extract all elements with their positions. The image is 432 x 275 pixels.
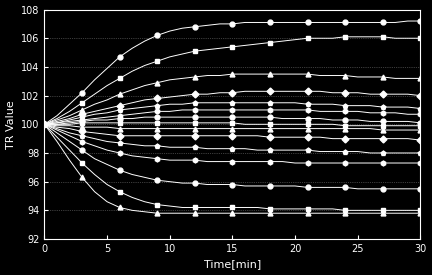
Y-axis label: TR Value: TR Value [6, 100, 16, 149]
X-axis label: Time[min]: Time[min] [204, 259, 261, 270]
